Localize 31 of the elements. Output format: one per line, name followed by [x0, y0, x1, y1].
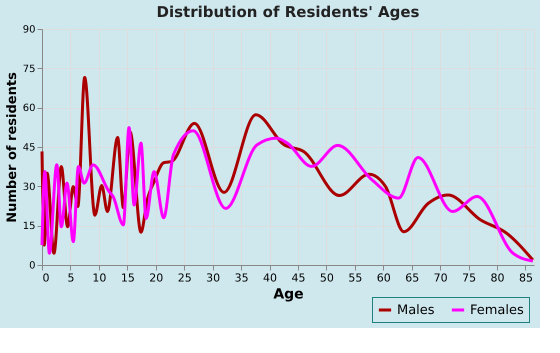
x-tick-label: 20: [149, 272, 164, 284]
y-tick-label: 75: [22, 64, 36, 75]
y-tick-label: 45: [22, 142, 36, 154]
x-tick-label: 80: [490, 272, 505, 284]
x-tick-label: 75: [462, 272, 476, 284]
x-tick-label: 55: [348, 272, 362, 284]
x-tick-label: 70: [434, 272, 448, 284]
x-tick-label: 15: [120, 272, 135, 284]
chart-title: Distribution of Residents' Ages: [156, 3, 420, 21]
y-tick-label: 90: [22, 24, 36, 36]
y-tick-label: 60: [22, 103, 36, 114]
x-tick-label: 35: [234, 272, 249, 284]
x-axis-title: Age: [273, 286, 304, 302]
y-tick-label: 0: [29, 260, 36, 272]
x-tick-label: 85: [518, 272, 533, 284]
x-tick-label: 0: [42, 272, 50, 284]
x-tick-label: 65: [405, 272, 420, 284]
y-tick-label: 15: [22, 221, 36, 232]
y-tick-label: 30: [22, 182, 36, 193]
line-series: [40, 126, 534, 263]
x-tick-label: 25: [178, 272, 192, 284]
x-tick-label: 60: [376, 272, 391, 284]
legend-label: Females: [470, 303, 524, 318]
x-tick-label: 50: [320, 272, 334, 284]
x-tick-label: 40: [263, 272, 278, 284]
x-tick-label: 30: [206, 272, 220, 284]
x-tick-label: 10: [92, 272, 106, 284]
y-axis-title: Number of residents: [4, 72, 20, 223]
legend-label: Males: [397, 303, 435, 318]
x-tick-label: 45: [291, 272, 306, 284]
x-tick-label: 5: [67, 272, 74, 284]
